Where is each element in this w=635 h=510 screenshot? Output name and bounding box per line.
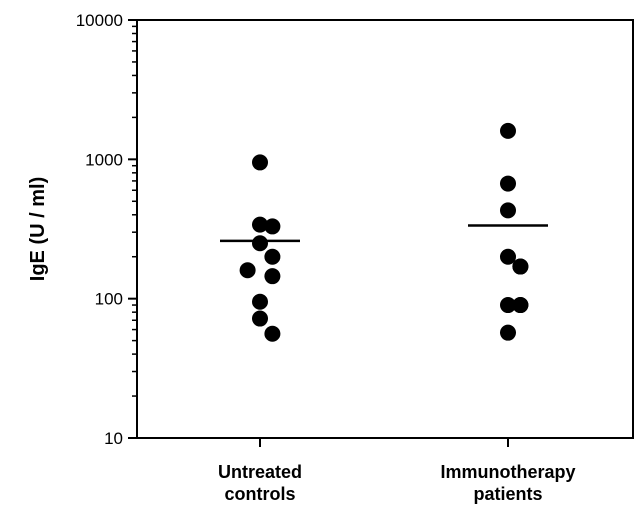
data-point xyxy=(500,175,516,192)
y-tick-label: 1000 xyxy=(85,150,123,169)
data-point xyxy=(512,258,529,275)
category-label-line: Immunotherapy xyxy=(440,462,575,482)
category-label-line: controls xyxy=(224,484,295,504)
data-point xyxy=(264,218,281,235)
plot-frame xyxy=(136,19,634,439)
y-axis-title: IgE (U / ml) xyxy=(27,177,49,281)
category-label: Immunotherapy patients xyxy=(440,462,575,504)
y-tick-label: 10000 xyxy=(76,11,123,30)
data-point xyxy=(264,268,281,285)
data-point xyxy=(252,154,268,171)
y-tick-label: 10 xyxy=(104,429,123,448)
category-labels: Untreated controls Immunotherapy patients xyxy=(218,462,576,504)
category-label: Untreated controls xyxy=(218,462,302,504)
data-points xyxy=(239,122,529,342)
data-point xyxy=(500,297,516,314)
data-point xyxy=(252,293,268,310)
data-point xyxy=(252,235,268,252)
data-point xyxy=(512,297,529,314)
data-point xyxy=(264,325,281,342)
data-point xyxy=(264,248,281,265)
x-axis xyxy=(259,438,509,447)
category-label-line: Untreated xyxy=(218,462,302,482)
y-tick-label: 100 xyxy=(95,290,123,309)
category-label-line: patients xyxy=(473,484,542,504)
data-point xyxy=(500,248,516,265)
data-point xyxy=(500,122,516,139)
data-point xyxy=(252,310,268,327)
data-point xyxy=(252,216,268,233)
data-point xyxy=(500,202,516,219)
y-axis: 10 100 1000 10000 xyxy=(76,11,137,448)
data-point xyxy=(239,262,256,279)
data-point xyxy=(500,324,516,341)
mean-lines xyxy=(220,224,548,243)
